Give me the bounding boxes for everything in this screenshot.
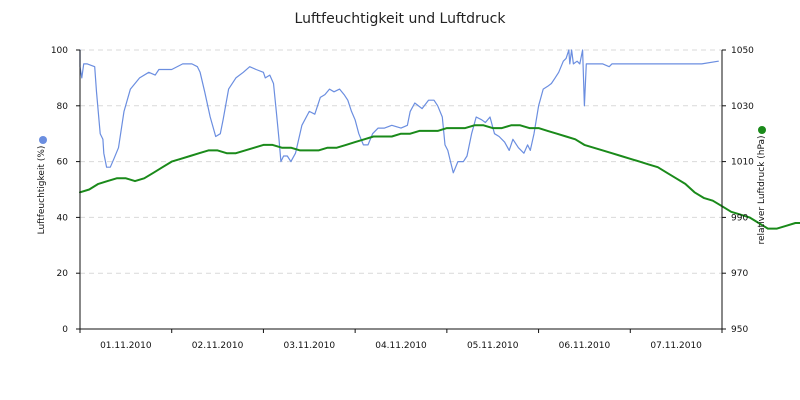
x-tick-label: 05.11.2010 xyxy=(467,341,519,351)
left-y-tick-label: 20 xyxy=(57,269,69,279)
right-y-tick-label: 1030 xyxy=(731,102,754,112)
pressure-legend-marker xyxy=(758,126,766,134)
x-tick-label: 04.11.2010 xyxy=(375,341,427,351)
left-y-tick-label: 0 xyxy=(62,325,68,335)
right-y-tick-label: 1050 xyxy=(731,46,754,56)
humidity-legend-marker xyxy=(39,136,47,144)
chart-title: Luftfeuchtigkeit und Luftdruck xyxy=(295,11,507,27)
axes-layer xyxy=(76,49,726,333)
right-axis-title: relativer Luftdruck (hPa) xyxy=(757,135,767,244)
right-y-tick-label: 950 xyxy=(731,325,748,335)
x-tick-label: 07.11.2010 xyxy=(650,341,702,351)
x-tick-label: 03.11.2010 xyxy=(284,341,336,351)
right-y-tick-label: 990 xyxy=(731,213,748,223)
left-y-tick-label: 100 xyxy=(51,46,68,56)
left-y-tick-label: 60 xyxy=(57,158,69,168)
series-layer xyxy=(79,49,800,230)
pressure-series-line xyxy=(79,124,800,230)
left-y-tick-label: 40 xyxy=(57,213,69,223)
label-layer: Luftfeuchtigkeit und Luftdruck Luftfeuch… xyxy=(37,11,767,351)
x-tick-label: 01.11.2010 xyxy=(100,341,152,351)
x-tick-label: 06.11.2010 xyxy=(559,341,611,351)
left-axis-title: Luftfeuchtigkeit (%) xyxy=(37,146,47,235)
right-y-tick-label: 970 xyxy=(731,269,748,279)
grid-layer xyxy=(80,49,722,274)
x-tick-label: 02.11.2010 xyxy=(192,341,244,351)
right-y-tick-label: 1010 xyxy=(731,158,754,168)
humidity-series-line xyxy=(79,49,719,174)
left-y-tick-label: 80 xyxy=(57,102,69,112)
